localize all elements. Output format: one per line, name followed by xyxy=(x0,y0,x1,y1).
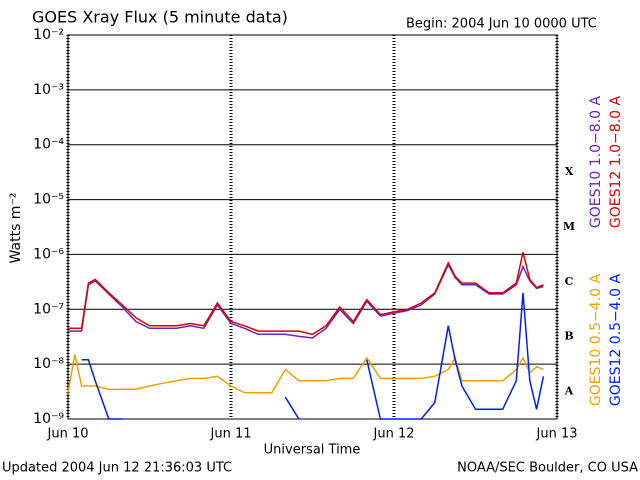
y-tick-label: 10⁻⁶ xyxy=(33,246,64,262)
x-tick-label: Jun 11 xyxy=(210,427,252,442)
y-axis-label: Watts m⁻² xyxy=(8,193,24,264)
series-line xyxy=(67,354,544,394)
series-line xyxy=(81,292,545,420)
class-label: C xyxy=(565,275,574,288)
y-tick-label: 10⁻⁵ xyxy=(33,192,64,208)
x-tick-label: Jun 10 xyxy=(47,427,89,442)
y-tick-label: 10⁻⁸ xyxy=(33,356,64,372)
y-tick-label: 10⁻³ xyxy=(33,82,64,98)
class-label: X xyxy=(565,165,574,178)
x-axis-label: Universal Time xyxy=(264,443,361,458)
y-tick-label: 10⁻⁴ xyxy=(33,137,64,153)
chart-subtitle: Begin: 2004 Jun 10 0000 UTC xyxy=(406,17,597,32)
x-tick-label: Jun 12 xyxy=(373,427,415,442)
footer-right: NOAA/SEC Boulder, CO USA xyxy=(457,461,638,476)
class-label: A xyxy=(564,385,574,398)
series-line xyxy=(68,263,544,339)
y-tick-label: 10⁻⁹ xyxy=(33,411,64,427)
class-label: M xyxy=(563,220,575,233)
series-line xyxy=(68,252,544,336)
legend-entry: GOES12 0.5−4.0 A xyxy=(608,274,624,407)
y-tick-label: 10⁻² xyxy=(33,27,64,43)
legend-entry: GOES10 0.5−4.0 A xyxy=(588,274,604,407)
footer-left: Updated 2004 Jun 12 21:36:03 UTC xyxy=(2,461,232,476)
chart-title: GOES Xray Flux (5 minute data) xyxy=(32,8,288,27)
class-label: B xyxy=(564,330,573,343)
y-tick-label: 10⁻⁷ xyxy=(33,301,64,317)
legend-entry: GOES10 1.0−8.0 A xyxy=(588,96,604,229)
x-tick-label: Jun 13 xyxy=(536,427,578,442)
legend-entry: GOES12 1.0−8.0 A xyxy=(608,96,624,229)
